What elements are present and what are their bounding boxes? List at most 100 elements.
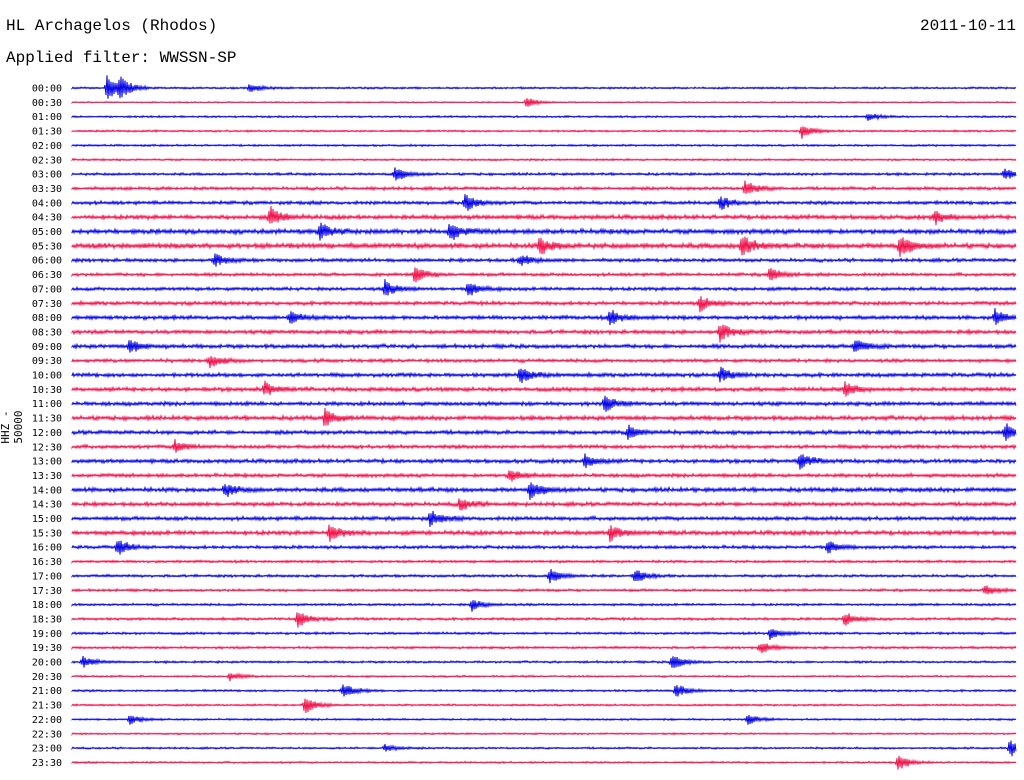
row-time-label: 14:30 [32, 500, 62, 511]
row-time-label: 09:30 [32, 356, 62, 367]
trace-line-row [71, 672, 1017, 682]
trace-line-row [71, 498, 1017, 511]
row-time-label: 23:30 [32, 758, 62, 769]
trace-line-row [71, 380, 1017, 397]
trace-line-row [71, 167, 1017, 181]
trace-line-row [71, 600, 1017, 612]
trace-line-row [71, 75, 1017, 99]
trace-line-row [71, 253, 1017, 267]
trace-line-row [71, 407, 1017, 426]
row-time-label: 14:00 [32, 485, 62, 496]
row-time-label: 18:00 [32, 600, 62, 611]
trace-line-row [71, 612, 1017, 628]
trace-line-row [71, 98, 1017, 107]
trace-line-row [71, 395, 1017, 412]
row-time-label: 15:00 [32, 514, 62, 525]
trace-line-row [71, 755, 1017, 770]
filter-label: Applied filter: WWSSN-SP [6, 49, 237, 67]
trace-line-row [71, 194, 1017, 211]
trace-line-row [71, 510, 1017, 527]
trace-line-row [71, 540, 1017, 555]
row-time-label: 21:00 [32, 686, 62, 697]
row-time-label: 13:00 [32, 457, 62, 468]
trace-line-row [71, 324, 1017, 343]
row-time-label: 19:00 [32, 629, 62, 640]
row-time-label: 13:30 [32, 471, 62, 482]
row-time-label: 20:30 [32, 672, 62, 683]
trace-line-row [71, 524, 1017, 543]
row-time-label: 10:00 [32, 371, 62, 382]
trace-line-row [71, 731, 1017, 736]
trace-line-row [71, 366, 1017, 384]
row-time-label: 01:30 [32, 127, 62, 138]
row-time-label: 00:00 [32, 84, 62, 95]
row-time-label: 04:00 [32, 198, 62, 209]
row-time-label: 17:00 [32, 571, 62, 582]
trace-line-row [71, 655, 1017, 669]
trace-line-row [71, 643, 1017, 654]
trace-line-row [71, 715, 1017, 725]
row-time-label: 06:00 [32, 256, 62, 267]
trace-line-row [71, 206, 1017, 226]
trace-line-row [71, 423, 1017, 441]
row-time-label: 02:30 [32, 155, 62, 166]
trace-line-row [71, 698, 1017, 714]
row-time-label: 11:30 [32, 414, 62, 425]
row-time-label: 17:30 [32, 586, 62, 597]
trace-line-row [71, 308, 1017, 326]
trace-line-row [71, 569, 1017, 584]
trace-line-row [71, 143, 1017, 148]
date-label: 2011-10-11 [919, 17, 1016, 35]
trace-line-row [71, 356, 1017, 369]
row-time-label: 16:30 [32, 557, 62, 568]
row-time-label: 12:30 [32, 442, 62, 453]
row-time-label: 12:00 [32, 428, 62, 439]
trace-line-row [71, 482, 1017, 500]
row-time-label: 21:30 [32, 701, 62, 712]
row-time-label: 03:30 [32, 184, 62, 195]
row-time-label: 18:30 [32, 614, 62, 625]
row-time-label: 05:00 [32, 227, 62, 238]
trace-line-row [71, 180, 1017, 194]
row-time-label: 23:00 [32, 744, 62, 755]
trace-line-row [71, 222, 1017, 241]
trace-line-row [71, 740, 1017, 757]
row-time-label: 22:30 [32, 729, 62, 740]
row-time-label: 11:00 [32, 399, 62, 410]
row-time-label: 16:00 [32, 543, 62, 554]
trace-line-row [71, 439, 1017, 453]
trace-line-row [71, 279, 1017, 296]
trace-line-row [71, 296, 1017, 313]
row-time-label: 06:30 [32, 270, 62, 281]
row-time-label: 10:30 [32, 385, 62, 396]
row-time-label: 15:30 [32, 528, 62, 539]
row-time-label: 19:30 [32, 643, 62, 654]
trace-line-row [71, 453, 1017, 470]
trace-line-row [71, 157, 1017, 162]
trace-line-row [71, 629, 1017, 640]
row-time-label: 07:30 [32, 299, 62, 310]
trace-line-row [71, 585, 1017, 595]
trace-line-row [71, 684, 1017, 697]
row-time-label: 03:00 [32, 170, 62, 181]
trace-line-row [71, 113, 1017, 121]
row-time-label: 08:30 [32, 327, 62, 338]
trace-line-row [71, 559, 1017, 565]
row-time-label: 20:00 [32, 658, 62, 669]
station-title: HL Archagelos (Rhodos) [6, 17, 218, 35]
row-time-label: 02:00 [32, 141, 62, 152]
row-time-label: 00:30 [32, 98, 62, 109]
row-time-label: 01:00 [32, 112, 62, 123]
row-time-label: 05:30 [32, 241, 62, 252]
row-time-label: 04:30 [32, 213, 62, 224]
row-time-label: 09:00 [32, 342, 62, 353]
row-time-label: 07:00 [32, 284, 62, 295]
row-time-label: 22:00 [32, 715, 62, 726]
trace-line-row [71, 470, 1017, 482]
trace-line-row [71, 236, 1017, 257]
trace-line-row [71, 126, 1017, 139]
row-time-label: 08:00 [32, 313, 62, 324]
trace-line-row [71, 340, 1017, 353]
trace-line-row [71, 267, 1017, 283]
